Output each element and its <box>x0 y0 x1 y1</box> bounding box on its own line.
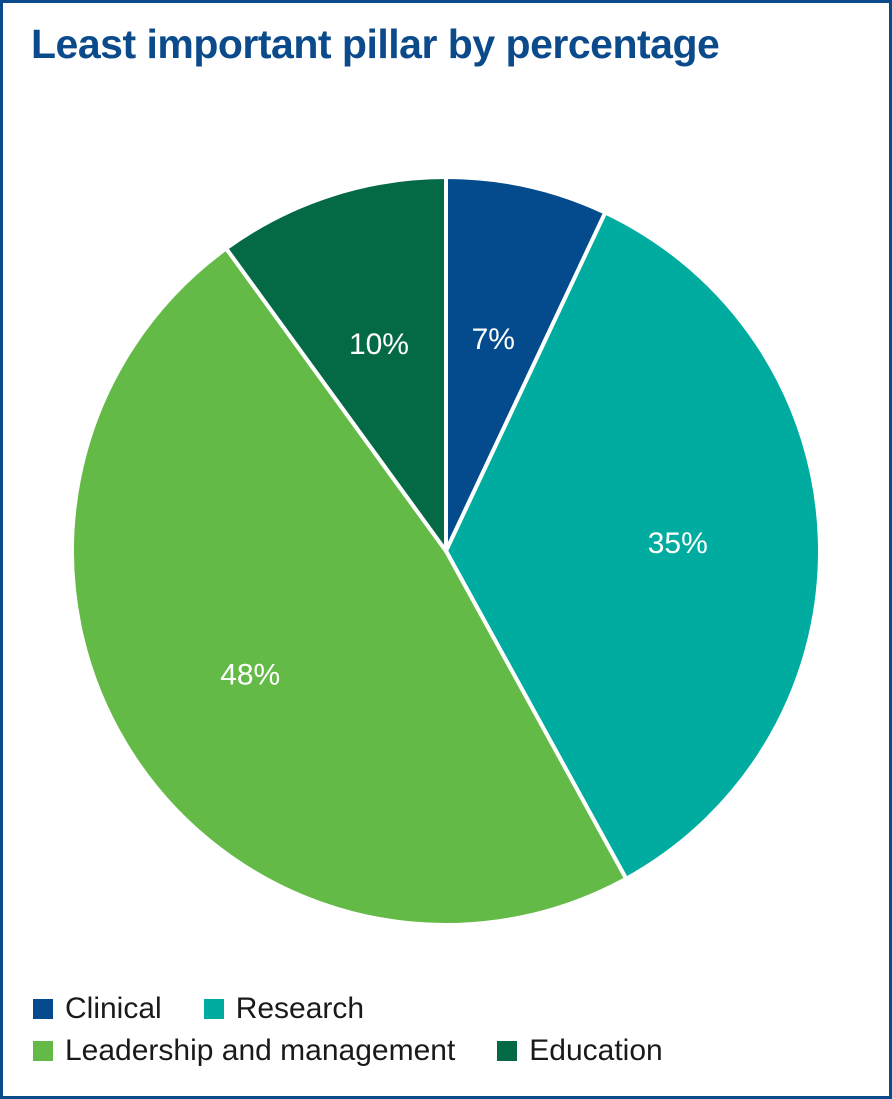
pie-label-clinical: 7% <box>472 323 515 356</box>
legend-label-education: Education <box>529 1034 663 1067</box>
legend-row-1: Clinical Research <box>33 988 873 1030</box>
legend-label-leadership-and-management: Leadership and management <box>65 1034 456 1067</box>
chart-title: Least important pillar by percentage <box>31 21 720 67</box>
legend-swatch-clinical <box>33 999 53 1019</box>
pie-slice-labels: 7% 35% 48% 10% <box>220 323 708 692</box>
pie-label-leadership-and-management: 48% <box>220 659 280 692</box>
pie-slice-education <box>224 175 448 553</box>
pie-slice-leadership-and-management <box>70 246 629 927</box>
pie-slices <box>70 175 822 927</box>
legend-item-clinical: Clinical <box>33 992 162 1026</box>
legend-label-research: Research <box>235 992 365 1025</box>
legend-item-leadership-and-management: Leadership and management <box>33 1034 455 1068</box>
legend-row-2: Leadership and management Education <box>33 1030 873 1072</box>
pie-chart: 7% 35% 48% 10% <box>70 175 822 927</box>
pie-label-education: 10% <box>349 328 409 361</box>
legend: Clinical Research Leadership and managem… <box>33 988 873 1072</box>
pie-label-research: 35% <box>648 527 708 560</box>
legend-swatch-education <box>497 1041 518 1061</box>
legend-label-clinical: Clinical <box>65 992 162 1025</box>
pie-slice-research <box>444 210 822 881</box>
legend-item-research: Research <box>203 992 365 1026</box>
pie-slice-clinical <box>444 175 608 553</box>
legend-swatch-leadership-and-management <box>33 1041 53 1061</box>
legend-swatch-research <box>203 999 224 1019</box>
legend-item-education: Education <box>497 1034 663 1068</box>
